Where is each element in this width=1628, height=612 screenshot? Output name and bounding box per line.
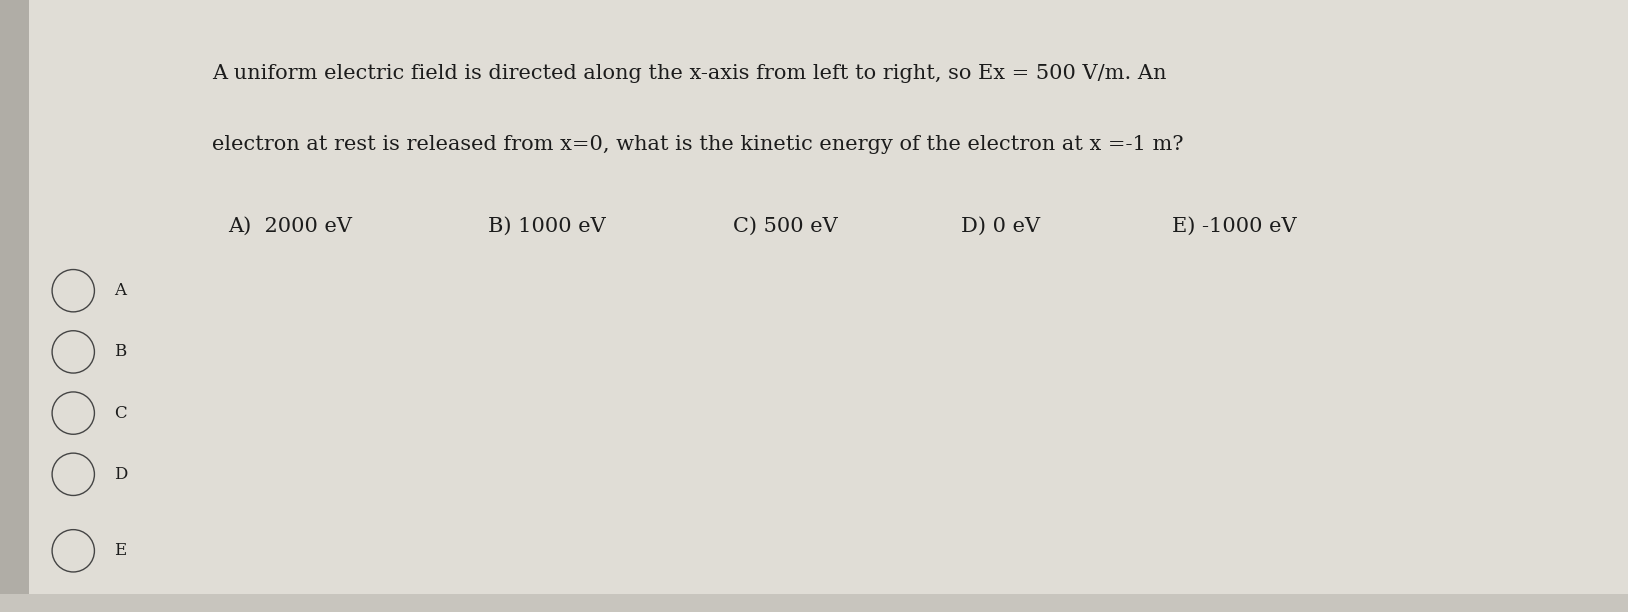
- Text: A)  2000 eV: A) 2000 eV: [228, 217, 352, 236]
- Text: E) -1000 eV: E) -1000 eV: [1172, 217, 1298, 236]
- Text: A uniform electric field is directed along the x-axis from left to right, so Ex : A uniform electric field is directed alo…: [212, 64, 1166, 83]
- Text: B) 1000 eV: B) 1000 eV: [488, 217, 606, 236]
- Text: electron at rest is released from x=0, what is the kinetic energy of the electro: electron at rest is released from x=0, w…: [212, 135, 1184, 154]
- Text: D: D: [114, 466, 127, 483]
- Bar: [0, 594, 1628, 612]
- Text: D) 0 eV: D) 0 eV: [961, 217, 1040, 236]
- Text: C) 500 eV: C) 500 eV: [733, 217, 837, 236]
- Text: B: B: [114, 343, 127, 360]
- Bar: [0, 0, 29, 612]
- Text: C: C: [114, 405, 127, 422]
- Text: A: A: [114, 282, 125, 299]
- Text: E: E: [114, 542, 127, 559]
